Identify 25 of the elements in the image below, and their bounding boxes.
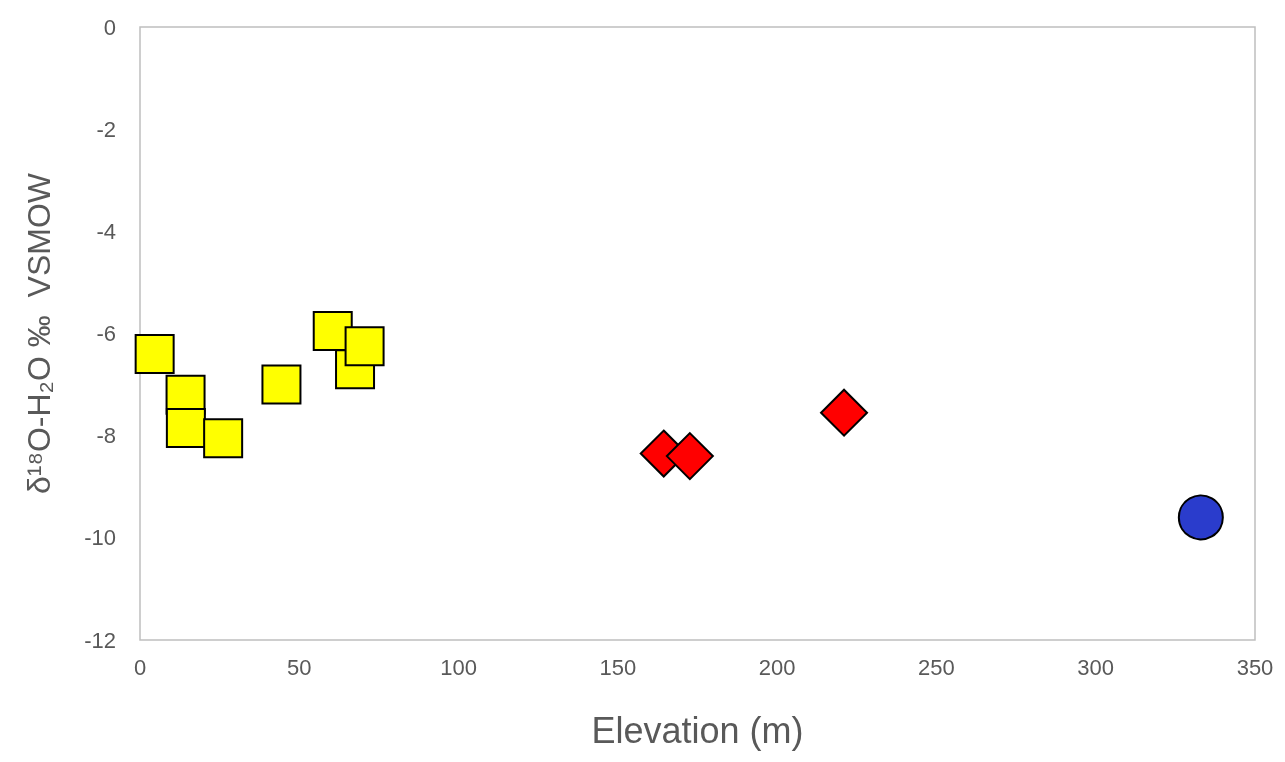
point [134,333,175,374]
y-axis-title: δ¹⁸O-H₂O ‰ VSMOW [21,172,57,495]
x-tick-label: 200 [758,654,796,680]
x-tick-label: 100 [440,654,477,680]
x-axis-title: Elevation (m) [591,709,804,751]
point [203,418,244,459]
point [665,432,714,481]
point [1177,494,1224,541]
point [344,326,385,367]
point [165,408,206,448]
y-tick-label: 0 [103,14,116,40]
x-tick-label: 250 [918,654,955,680]
y-tick-label: -2 [96,116,116,142]
x-tick-label: 0 [133,654,147,680]
x-tick-label: 150 [599,654,637,680]
x-tick-label: 350 [1236,654,1274,680]
y-tick-label: -12 [84,627,116,653]
y-tick-label: -6 [96,321,116,346]
y-tick-label: -10 [84,525,116,551]
point [261,364,302,405]
x-tick-label: 50 [287,654,312,680]
point [820,388,869,437]
y-tick-label: -4 [96,218,116,244]
x-tick-label: 300 [1077,654,1115,680]
y-tick-label: -8 [96,423,116,449]
